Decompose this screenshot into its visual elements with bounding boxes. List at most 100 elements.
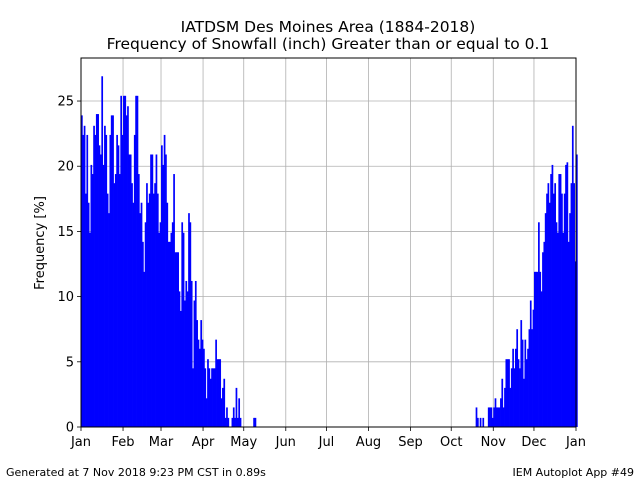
frequency-bars <box>81 76 578 428</box>
frequency-bar <box>188 213 190 427</box>
frequency-bar <box>220 398 223 427</box>
frequency-bar <box>574 261 577 427</box>
frequency-bar <box>156 193 159 427</box>
frequency-bar <box>489 407 491 427</box>
frequency-bar <box>114 174 117 427</box>
frequency-bar <box>163 134 166 427</box>
frequency-bar <box>173 174 175 427</box>
frequency-bar <box>540 291 543 427</box>
frequency-bar <box>523 378 525 427</box>
frequency-bar <box>192 368 194 427</box>
frequency-bar <box>121 134 124 427</box>
frequency-bar <box>207 359 209 427</box>
frequency-bar <box>504 387 506 427</box>
frequency-bar <box>143 271 146 427</box>
frequency-bar <box>91 174 94 427</box>
frequency-bar <box>148 193 151 427</box>
frequency-bar <box>184 300 186 427</box>
frequency-bar <box>108 213 110 427</box>
frequency-bar <box>567 241 570 427</box>
frequency-bar <box>506 359 509 427</box>
y-tick-label: 15 <box>57 225 74 240</box>
frequency-bar <box>174 252 177 427</box>
frequency-bar <box>536 271 539 427</box>
frequency-bar <box>552 193 555 427</box>
frequency-bar <box>128 154 131 428</box>
x-axis: Jan Feb Mar Apr May Jun Jul Aug Sep Oct Nov Dec Jan <box>70 427 586 450</box>
x-tick-label: Aug <box>356 435 381 450</box>
frequency-bar <box>116 134 118 427</box>
frequency-bar <box>124 95 127 428</box>
frequency-bar <box>223 378 226 427</box>
frequency-bar <box>129 154 132 428</box>
x-tick-label: Feb <box>112 435 135 450</box>
frequency-bar <box>113 183 116 427</box>
frequency-bar <box>502 407 505 427</box>
frequency-bar <box>532 309 535 427</box>
frequency-bar <box>87 202 90 427</box>
frequency-bar <box>137 174 140 427</box>
frequency-bar <box>495 407 498 427</box>
y-tick-label: 5 <box>66 355 74 370</box>
frequency-bar <box>166 202 169 427</box>
chart-subtitle: Frequency of Snowfall (inch) Greater tha… <box>107 35 550 53</box>
frequency-bar <box>524 339 527 427</box>
frequency-bar <box>254 417 257 427</box>
x-tick-label: Dec <box>521 435 546 450</box>
frequency-bar <box>475 407 478 427</box>
frequency-bar <box>576 154 578 428</box>
frequency-bar <box>551 164 554 427</box>
frequency-bar <box>205 398 208 427</box>
plot-area-frame <box>80 57 577 428</box>
frequency-bar <box>117 145 120 428</box>
frequency-bar <box>209 378 212 427</box>
frequency-bar <box>90 164 93 427</box>
frequency-bar <box>165 154 167 428</box>
frequency-bar <box>85 193 87 427</box>
y-tick-label: 0 <box>66 421 74 436</box>
chart-title: IATDSM Des Moines Area (1884-2018) <box>181 18 476 36</box>
frequency-bar <box>212 368 215 427</box>
x-tick-label: Jun <box>275 435 296 450</box>
frequency-bar <box>542 252 544 427</box>
x-tick-label: Jan <box>70 435 91 450</box>
frequency-bar <box>132 202 135 427</box>
frequency-bar <box>550 174 552 427</box>
frequency-bar <box>152 193 155 427</box>
frequency-bar <box>501 378 504 427</box>
frequency-bar <box>238 398 241 427</box>
frequency-bar <box>565 164 567 427</box>
frequency-bar <box>500 398 502 427</box>
frequency-bar <box>171 222 174 427</box>
frequency-bar <box>182 232 185 427</box>
frequency-bar <box>139 213 142 427</box>
frequency-bar <box>154 183 156 427</box>
frequency-bar <box>151 154 154 428</box>
frequency-bar <box>175 252 178 427</box>
frequency-bar <box>170 232 173 427</box>
frequency-bar <box>161 145 163 428</box>
frequency-bar <box>193 300 196 427</box>
x-tick-label: Nov <box>481 435 507 450</box>
frequency-bar <box>561 193 563 427</box>
x-tick-label: Oct <box>440 435 462 450</box>
frequency-bar <box>227 417 230 427</box>
frequency-bar <box>83 125 86 427</box>
frequency-bar <box>123 95 125 428</box>
frequency-bar <box>554 183 557 427</box>
frequency-bar <box>133 134 136 427</box>
frequency-bar <box>200 320 203 427</box>
frequency-bar <box>234 417 236 427</box>
frequency-bar <box>236 417 239 427</box>
frequency-bar <box>566 162 569 427</box>
frequency-bar <box>548 202 551 427</box>
frequency-bar <box>203 348 205 427</box>
frequency-bar <box>169 241 171 427</box>
frequency-bar <box>190 280 193 427</box>
y-axis: 0 5 10 15 20 25 <box>57 95 81 436</box>
frequency-bar <box>110 115 113 427</box>
frequency-bar <box>563 193 566 427</box>
frequency-bar <box>253 417 255 427</box>
frequency-bar <box>112 115 114 427</box>
